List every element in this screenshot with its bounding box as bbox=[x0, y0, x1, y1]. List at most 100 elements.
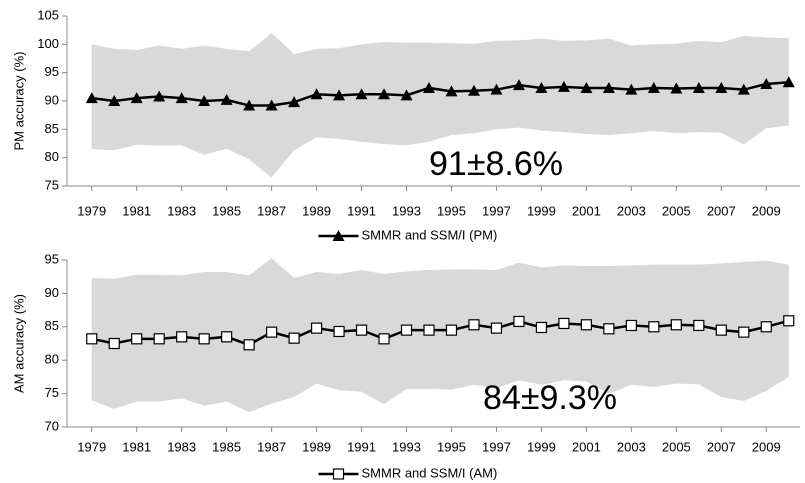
point bbox=[108, 95, 121, 106]
x-tick-label: 1985 bbox=[212, 439, 241, 454]
point bbox=[715, 324, 727, 336]
point bbox=[400, 89, 413, 101]
y-tick-label: 85 bbox=[45, 318, 59, 333]
point bbox=[400, 324, 413, 336]
annotation: 91±8.6% bbox=[429, 145, 563, 183]
point bbox=[490, 83, 503, 95]
y-tick-label: 90 bbox=[45, 92, 59, 107]
x-tick-label: 1985 bbox=[212, 203, 241, 218]
point bbox=[467, 84, 480, 96]
legend-label: SMMR and SSM/I (PM) bbox=[362, 227, 498, 242]
x-tick-label: 1987 bbox=[257, 203, 286, 218]
band bbox=[91, 257, 789, 413]
legend-marker bbox=[332, 230, 345, 241]
line bbox=[91, 81, 789, 107]
point bbox=[603, 323, 615, 335]
y-tick-label: 95 bbox=[45, 251, 59, 266]
point bbox=[445, 324, 458, 336]
point bbox=[198, 333, 210, 345]
x-tick-label: 2001 bbox=[572, 439, 601, 454]
point bbox=[266, 326, 278, 338]
point bbox=[737, 83, 750, 95]
point bbox=[512, 79, 525, 91]
x-tick-label: 1995 bbox=[437, 203, 466, 218]
x-tick-label: 1997 bbox=[482, 203, 511, 218]
y-tick-label: 85 bbox=[45, 121, 59, 136]
point bbox=[288, 96, 301, 108]
point bbox=[468, 319, 480, 331]
x-tick-label: 1989 bbox=[302, 203, 331, 218]
point bbox=[535, 321, 548, 334]
point bbox=[602, 81, 615, 93]
point bbox=[265, 99, 278, 111]
point bbox=[670, 319, 682, 331]
y-axis-label: PM accuracy (%) bbox=[11, 52, 26, 151]
x-tick-label: 2005 bbox=[662, 439, 691, 454]
point bbox=[288, 332, 300, 344]
point bbox=[692, 81, 705, 93]
x-tick-label: 1981 bbox=[122, 439, 151, 454]
x-tick-label: 1983 bbox=[167, 203, 196, 218]
legend-marker bbox=[332, 468, 345, 480]
point bbox=[198, 95, 211, 106]
point bbox=[153, 333, 165, 345]
point bbox=[445, 85, 458, 97]
x-tick-label: 1993 bbox=[392, 203, 421, 218]
point bbox=[243, 339, 255, 351]
point bbox=[760, 321, 772, 333]
point bbox=[490, 322, 503, 334]
point bbox=[558, 317, 570, 330]
point bbox=[310, 322, 323, 334]
y-tick-label: 105 bbox=[37, 7, 59, 22]
legend-label: SMMR and SSM/I (AM) bbox=[362, 465, 498, 480]
y-tick-label: 70 bbox=[45, 418, 59, 433]
x-tick-label: 1997 bbox=[482, 439, 511, 454]
x-tick-label: 1983 bbox=[167, 439, 196, 454]
point bbox=[378, 88, 391, 100]
annotation: 84±9.3% bbox=[483, 379, 617, 417]
x-tick-label: 1981 bbox=[122, 203, 151, 218]
point bbox=[153, 90, 166, 102]
x-tick-label: 2009 bbox=[752, 203, 781, 218]
y-tick-label: 75 bbox=[45, 177, 59, 192]
y-tick-label: 100 bbox=[37, 36, 59, 51]
x-tick-label: 1995 bbox=[437, 439, 466, 454]
x-tick-label: 1989 bbox=[302, 439, 331, 454]
point bbox=[782, 76, 795, 88]
point bbox=[243, 99, 256, 111]
point bbox=[535, 81, 548, 93]
point bbox=[355, 88, 368, 100]
point bbox=[355, 324, 368, 336]
x-tick-label: 2007 bbox=[707, 439, 736, 454]
point bbox=[625, 319, 637, 332]
point bbox=[86, 333, 98, 345]
x-tick-label: 2005 bbox=[662, 203, 691, 218]
y-tick-label: 95 bbox=[45, 64, 59, 79]
point bbox=[715, 81, 728, 93]
point bbox=[220, 93, 233, 105]
point bbox=[175, 92, 188, 104]
x-tick-label: 1993 bbox=[392, 439, 421, 454]
point bbox=[378, 333, 390, 345]
point bbox=[670, 82, 683, 94]
point bbox=[108, 337, 120, 350]
y-tick-label: 75 bbox=[45, 385, 59, 400]
point bbox=[85, 92, 98, 104]
x-tick-label: 2003 bbox=[617, 439, 646, 454]
point bbox=[221, 331, 233, 343]
point bbox=[648, 321, 660, 333]
x-tick-label: 2001 bbox=[572, 203, 601, 218]
point bbox=[625, 83, 638, 95]
y-tick-label: 90 bbox=[45, 285, 59, 300]
point bbox=[333, 89, 346, 101]
x-tick-label: 1979 bbox=[77, 439, 106, 454]
point bbox=[130, 92, 143, 104]
point bbox=[580, 81, 593, 93]
x-tick-label: 2009 bbox=[752, 439, 781, 454]
x-tick-label: 1987 bbox=[257, 439, 286, 454]
point bbox=[423, 81, 436, 93]
x-tick-label: 1999 bbox=[527, 203, 556, 218]
point bbox=[760, 78, 773, 89]
x-tick-label: 2007 bbox=[707, 203, 736, 218]
